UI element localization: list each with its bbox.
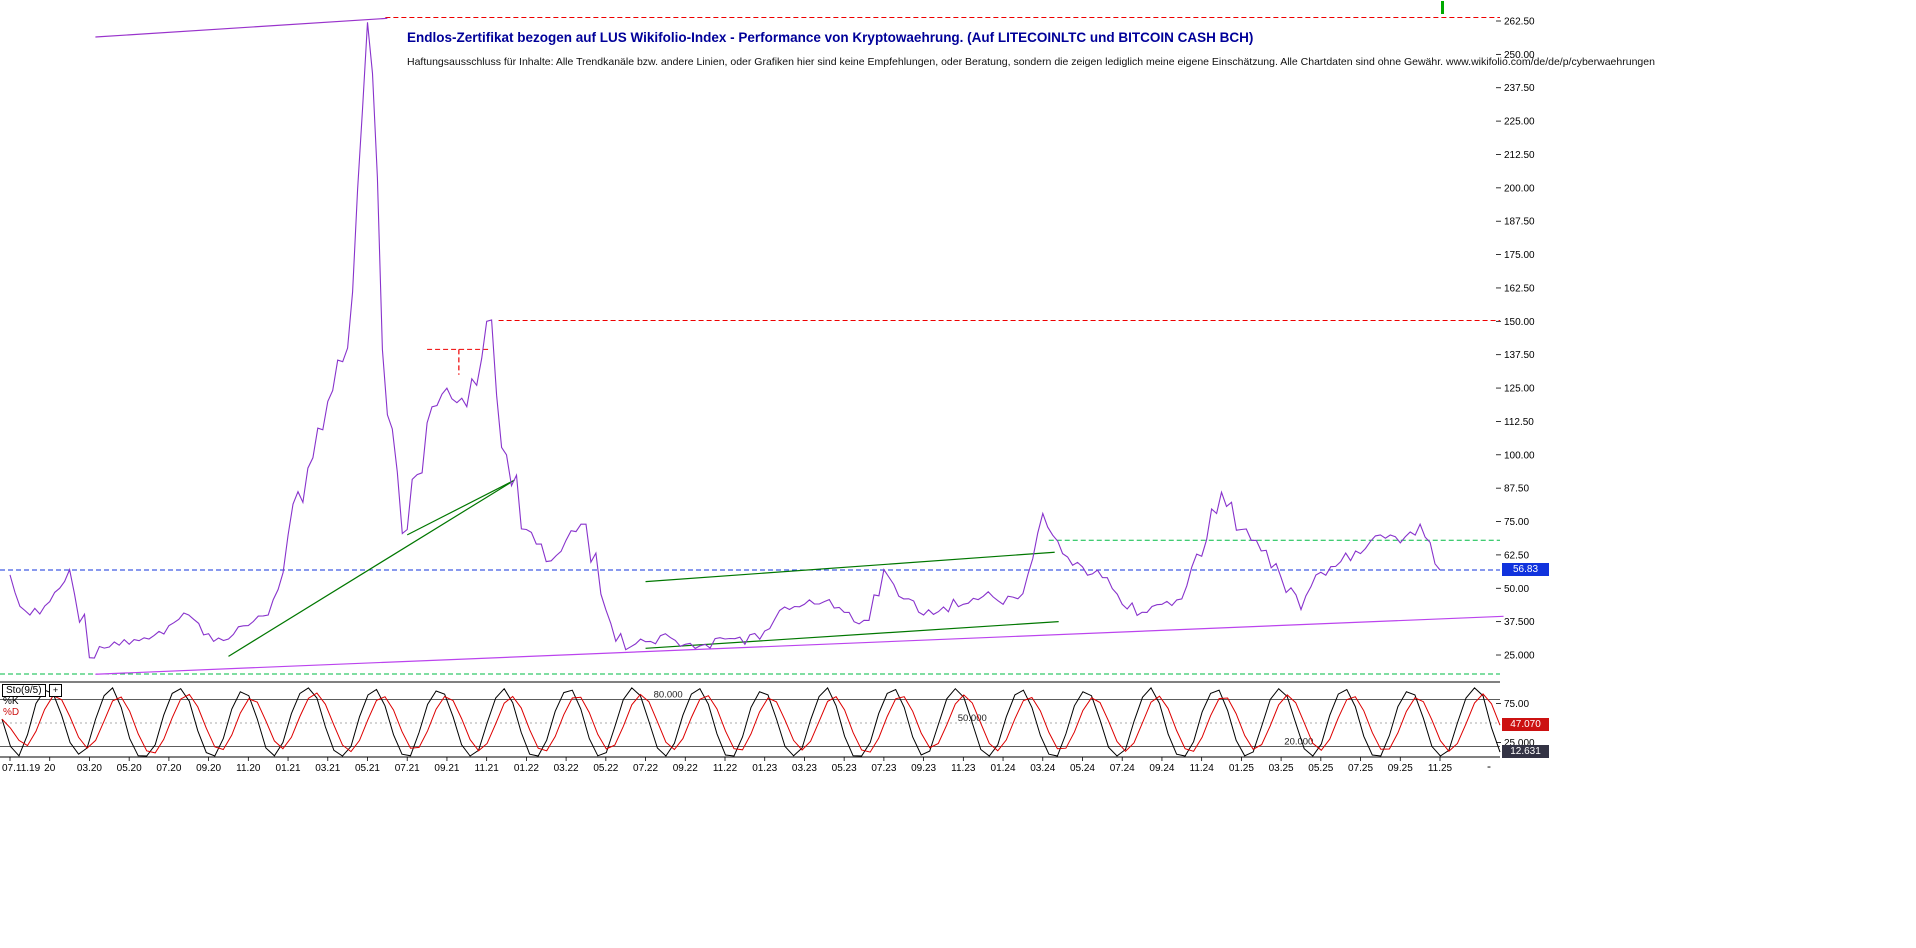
x-axis-label: 09.23 (911, 763, 936, 774)
trendline-green-mid-lower (645, 621, 1059, 649)
x-axis-label: 07.24 (1110, 763, 1135, 774)
trendline-green-mid-upper (645, 551, 1055, 583)
x-axis-label: 07.25 (1348, 763, 1373, 774)
x-axis-label: 09.25 (1388, 763, 1413, 774)
x-axis-label: 05.23 (832, 763, 857, 774)
y-axis-label: 187.50 (1504, 217, 1535, 228)
x-axis-label: 09.22 (673, 763, 698, 774)
stochastic-level-label: 20.000 (1284, 736, 1313, 747)
x-axis-label: 03.23 (792, 763, 817, 774)
y-axis-label: 162.50 (1504, 283, 1535, 294)
stochastic-d-value-badge: 47.070 (1502, 718, 1549, 731)
x-axis-label: 01.21 (276, 763, 301, 774)
percent-k-legend: %K (3, 696, 19, 707)
y-axis-label: 87.50 (1504, 484, 1529, 495)
x-axis-label: 05.20 (117, 763, 142, 774)
stochastic-k-value-badge: 12.631 (1502, 745, 1549, 758)
x-axis-label: 09.21 (434, 763, 459, 774)
x-axis-label: 03.21 (315, 763, 340, 774)
x-axis-label: 07.11.19 (2, 763, 41, 774)
x-axis-label: 11.20 (236, 763, 261, 774)
y-axis-label: 100.00 (1504, 450, 1535, 461)
x-axis-label: 03.24 (1030, 763, 1055, 774)
x-axis-label: 20 (44, 763, 56, 774)
stochastic-indicator-label[interactable]: Sto(9/5) (2, 684, 46, 697)
chart-title: Endlos-Zertifikat bezogen auf LUS Wikifo… (407, 30, 1254, 45)
y-axis-label: 137.50 (1504, 350, 1535, 361)
indicator-y-label: 25.000 (1504, 738, 1535, 749)
x-axis-label: 05.21 (355, 763, 380, 774)
y-axis-label: 25.000 (1504, 651, 1535, 662)
axis-zoom-out-button[interactable]: - (1487, 759, 1491, 773)
x-axis-label: 07.21 (395, 763, 420, 774)
stochastic-level-label: 50.000 (958, 713, 987, 724)
indicator-y-label: 75.00 (1504, 699, 1529, 710)
x-axis-label: 01.24 (991, 763, 1016, 774)
x-axis-label: 09.24 (1149, 763, 1174, 774)
x-axis-label: 11.23 (951, 763, 976, 774)
x-axis-label: 01.23 (752, 763, 777, 774)
y-axis-label: 112.50 (1504, 417, 1534, 428)
y-axis-label: 75.00 (1504, 517, 1529, 528)
y-axis-label: 50.00 (1504, 584, 1529, 595)
y-axis-label: 175.00 (1504, 250, 1535, 261)
x-axis-label: 11.25 (1428, 763, 1453, 774)
y-axis-label: 225.00 (1504, 117, 1535, 128)
x-axis-label: 11.24 (1190, 763, 1215, 774)
x-axis-label: 07.20 (156, 763, 181, 774)
stochastic-d-line (1, 692, 1501, 754)
x-axis-label: 11.21 (475, 763, 500, 774)
y-axis-label: 262.50 (1504, 17, 1535, 28)
chart-disclaimer: Haftungsausschluss für Inhalte: Alle Tre… (407, 56, 1655, 68)
y-axis-label: 150.00 (1504, 317, 1535, 328)
x-axis-label: 03.20 (77, 763, 102, 774)
trendline-top-purple (95, 17, 388, 38)
x-axis-label: 07.23 (871, 763, 896, 774)
chart-end-marker-icon (1441, 1, 1444, 14)
x-axis-label: 05.24 (1070, 763, 1095, 774)
trendline-green-steep (228, 479, 515, 657)
x-axis-label: 01.22 (514, 763, 539, 774)
indicator-expand-button[interactable]: + (49, 684, 62, 697)
percent-d-legend: %D (3, 707, 20, 718)
x-axis-label: 05.25 (1308, 763, 1333, 774)
x-axis-label: 09.20 (196, 763, 221, 774)
x-axis-label: 01.25 (1229, 763, 1254, 774)
y-axis-label: 237.50 (1504, 83, 1535, 94)
x-axis-label: 03.25 (1269, 763, 1294, 774)
x-axis-label: 05.22 (593, 763, 618, 774)
last-price-badge: 56.83 (1502, 563, 1549, 576)
stochastic-level-label: 80.000 (654, 690, 683, 701)
price-line (9, 22, 1441, 659)
y-axis-label: 250.00 (1504, 50, 1535, 61)
y-axis-label: 125.00 (1504, 384, 1535, 395)
y-axis-label: 37.500 (1504, 617, 1535, 628)
y-axis-label: 200.00 (1504, 183, 1535, 194)
trendline-green-short (406, 479, 515, 536)
x-axis-label: 03.22 (554, 763, 579, 774)
stochastic-k-line (1, 687, 1501, 757)
y-axis-label: 212.50 (1504, 150, 1535, 161)
x-axis-label: 07.22 (633, 763, 658, 774)
trendline-support-purple (95, 615, 1504, 675)
y-axis-label: 62.50 (1504, 550, 1529, 561)
x-axis-label: 11.22 (713, 763, 738, 774)
